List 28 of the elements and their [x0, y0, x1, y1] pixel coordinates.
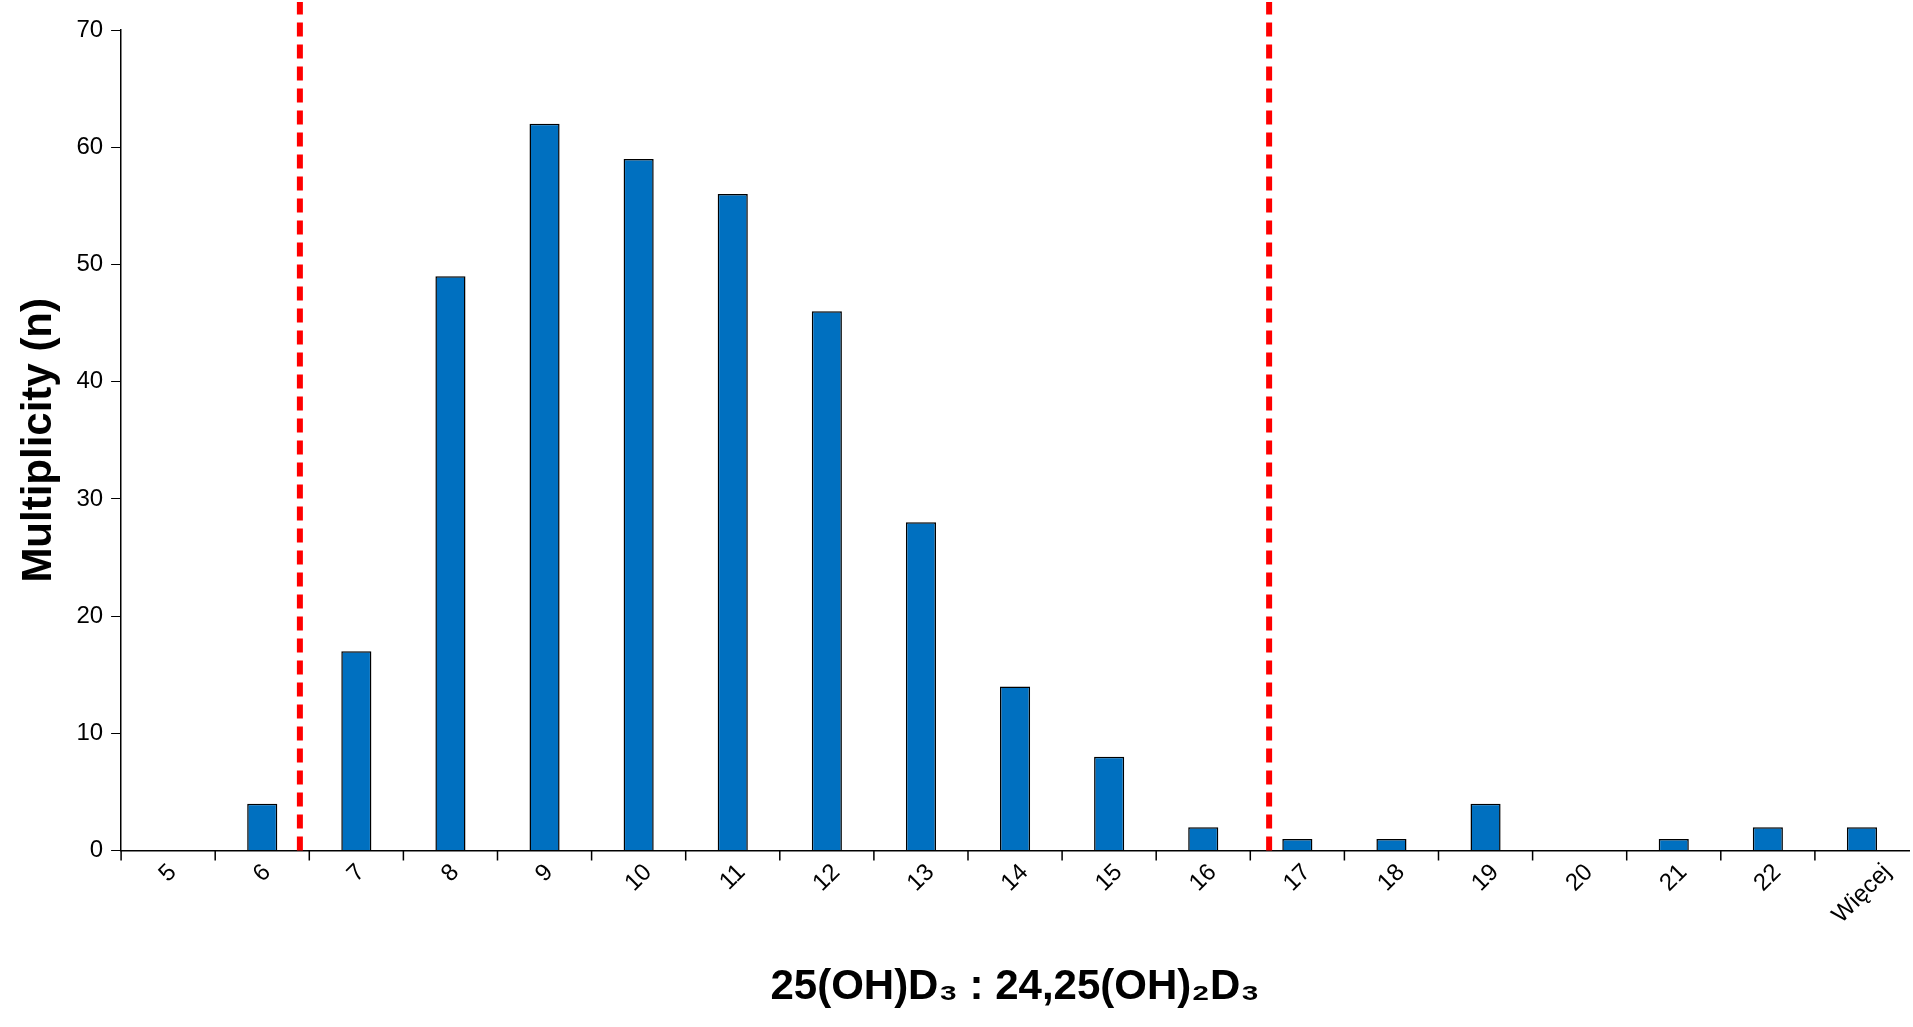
x-tick-label: 8 — [434, 857, 464, 887]
x-tick-label: 11 — [713, 857, 750, 895]
y-tick-label: 60 — [76, 131, 104, 159]
x-tick-label: 14 — [994, 857, 1033, 896]
x-tick-label: 19 — [1465, 857, 1504, 896]
y-axis-title: Multiplicity (n) — [12, 297, 60, 583]
x-tick-label: 21 — [1653, 857, 1692, 896]
x-axis-title: 25(OH)D₃ : 24,25(OH)₂D₃ — [770, 961, 1260, 1009]
x-tick-label: 10 — [618, 857, 657, 896]
x-tick-label: 13 — [900, 857, 939, 896]
y-tick-label: 20 — [76, 600, 104, 628]
x-tick-label: 9 — [528, 857, 558, 887]
x-tick-label: 7 — [340, 857, 370, 887]
y-tick-label: 40 — [76, 366, 104, 394]
x-tick-label: 12 — [806, 857, 845, 896]
x-tick-label: 18 — [1371, 857, 1410, 896]
x-tick-label: 17 — [1277, 857, 1316, 896]
y-tick-label: 50 — [76, 249, 104, 277]
y-tick-label: 0 — [89, 835, 104, 863]
x-tick-label: 5 — [152, 857, 182, 887]
x-tick-label: 16 — [1182, 857, 1221, 896]
x-tick-label: 15 — [1088, 857, 1127, 896]
x-tick-label: 22 — [1747, 857, 1786, 896]
x-tick-label: 20 — [1559, 857, 1598, 896]
y-tick-label: 10 — [76, 718, 104, 745]
y-tick-label: 70 — [76, 14, 104, 42]
x-tick-label: 6 — [246, 857, 276, 887]
y-tick-label: 30 — [76, 483, 104, 511]
